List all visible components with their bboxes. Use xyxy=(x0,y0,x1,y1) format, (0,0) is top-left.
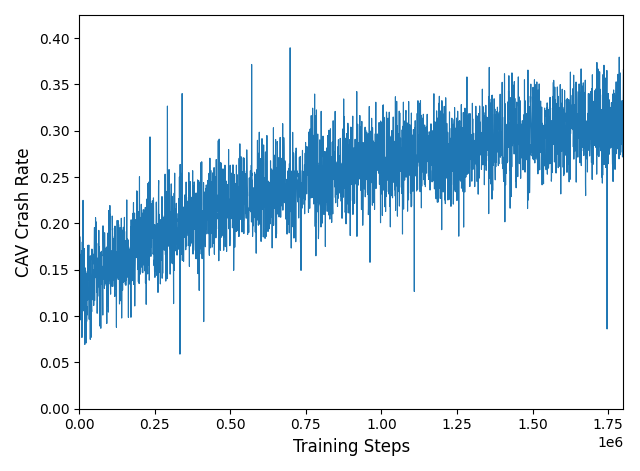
X-axis label: Training Steps: Training Steps xyxy=(292,438,410,456)
Y-axis label: CAV Crash Rate: CAV Crash Rate xyxy=(15,147,33,276)
Text: 1e6: 1e6 xyxy=(597,436,623,450)
